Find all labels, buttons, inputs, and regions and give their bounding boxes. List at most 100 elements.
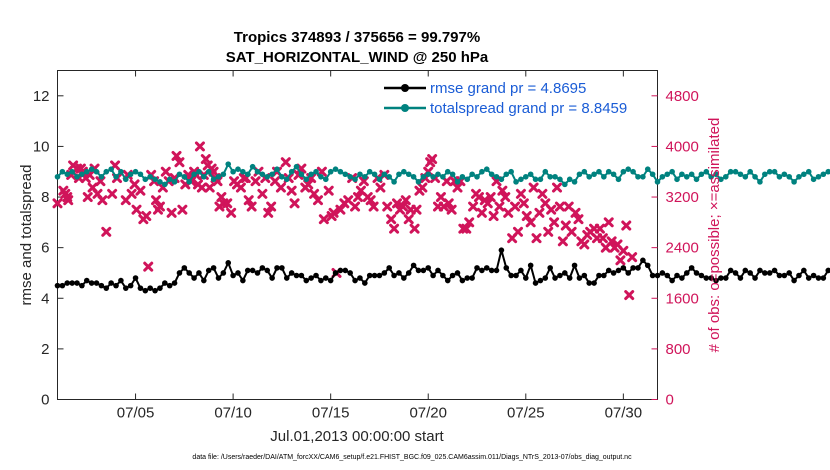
obs-assimilated-marker [549,217,560,228]
rmse-point [283,275,290,281]
rmse-point [196,270,202,276]
totalspread-point [464,176,471,183]
totalspread-point [425,171,432,178]
obs-assimilated-series [54,143,638,301]
totalspread-point [98,173,105,180]
totalspread-point [405,171,412,178]
totalspread-point [103,168,110,175]
rmse-point [547,265,553,271]
totalspread-point [210,176,217,183]
obs-assimilated-marker [368,201,379,212]
y2-tick-label: 0 [666,392,674,409]
obs-assimilated-marker [464,217,475,228]
obs-assimilated-marker [257,188,268,199]
rmse-point [401,275,407,281]
totalspread-point [166,176,173,183]
rmse-point [186,270,193,276]
rmse-point [732,270,739,276]
totalspread-point [713,171,719,178]
obs-assimilated-marker [554,201,565,212]
rmse-point [254,270,261,276]
rmse-point [122,285,129,291]
y-tick-label: 2 [41,341,49,358]
totalspread-point [483,166,490,172]
totalspread-point [815,173,822,180]
totalspread-point [259,171,266,178]
rmse-point [688,265,695,271]
totalspread-point [352,176,358,183]
obs-assimilated-marker [476,207,487,218]
rmse-point [327,277,334,284]
totalspread-point [303,176,310,183]
obs-assimilated-marker [552,182,563,193]
totalspread-point [171,179,178,185]
obs-assimilated-marker [566,226,577,237]
rmse-point [279,265,285,271]
totalspread-point [420,173,427,180]
rmse-point [596,272,602,279]
totalspread-point [552,173,558,180]
totalspread-point [605,168,612,175]
rmse-point [801,267,807,274]
totalspread-point [479,168,485,175]
obs-assimilated-marker [510,201,521,212]
totalspread-point [547,173,553,180]
totalspread-point [805,168,812,175]
y-axis-left: 0 2 4 6 8 10 12 [33,88,64,409]
totalspread-point [132,168,139,175]
rmse-point [713,277,719,284]
totalspread-point [825,168,830,175]
rmse-point [176,270,183,276]
rmse-point [630,265,636,271]
obs-assimilated-marker [141,211,152,222]
obs-assimilated-marker [435,192,446,203]
totalspread-point [113,173,119,180]
obs-assimilated-marker [204,182,215,193]
totalspread-point [298,171,305,178]
y-tick-label: 10 [33,138,50,155]
rmse-point [79,282,85,289]
rmse-point [488,267,495,274]
obs-assimilated-marker [546,204,557,215]
rmse-point [103,285,110,291]
rmse-point [649,272,656,279]
obs-assimilated-marker [427,154,438,165]
totalspread-point [776,173,783,180]
rmse-point [479,267,485,274]
rmse-point [635,265,641,271]
totalspread-point [147,173,153,180]
totalspread-point [498,176,505,183]
rmse-point [230,272,236,279]
totalspread-point [518,176,524,183]
obs-assimilated-marker [309,188,320,199]
totalspread-point [186,179,193,185]
totalspread-point [766,168,773,175]
rmse-point [69,280,75,286]
obs-assimilated-marker [497,185,508,196]
rmse-point [215,275,222,281]
totalspread-point [137,171,144,178]
totalspread-point [679,171,685,178]
totalspread-point [762,171,768,178]
rmse-point [722,275,729,281]
obs-assimilated-marker [246,201,257,212]
totalspread-point [562,181,568,188]
totalspread-point [318,173,324,180]
rmse-point [132,275,139,281]
totalspread-point [181,173,188,180]
totalspread-point [54,173,61,180]
totalspread-point [371,171,378,178]
totalspread-point [688,171,695,178]
obs-assimilated-marker [250,176,261,187]
totalspread-point [435,171,441,178]
rmse-point [157,285,163,291]
totalspread-point [225,161,232,167]
rmse-point [498,247,505,253]
y-tick-label: 4 [41,290,49,307]
rmse-point [674,272,680,279]
line-series [54,161,830,294]
totalspread-point [576,171,583,178]
rmse-point [625,270,632,276]
obs-assimilated-marker [597,233,608,244]
